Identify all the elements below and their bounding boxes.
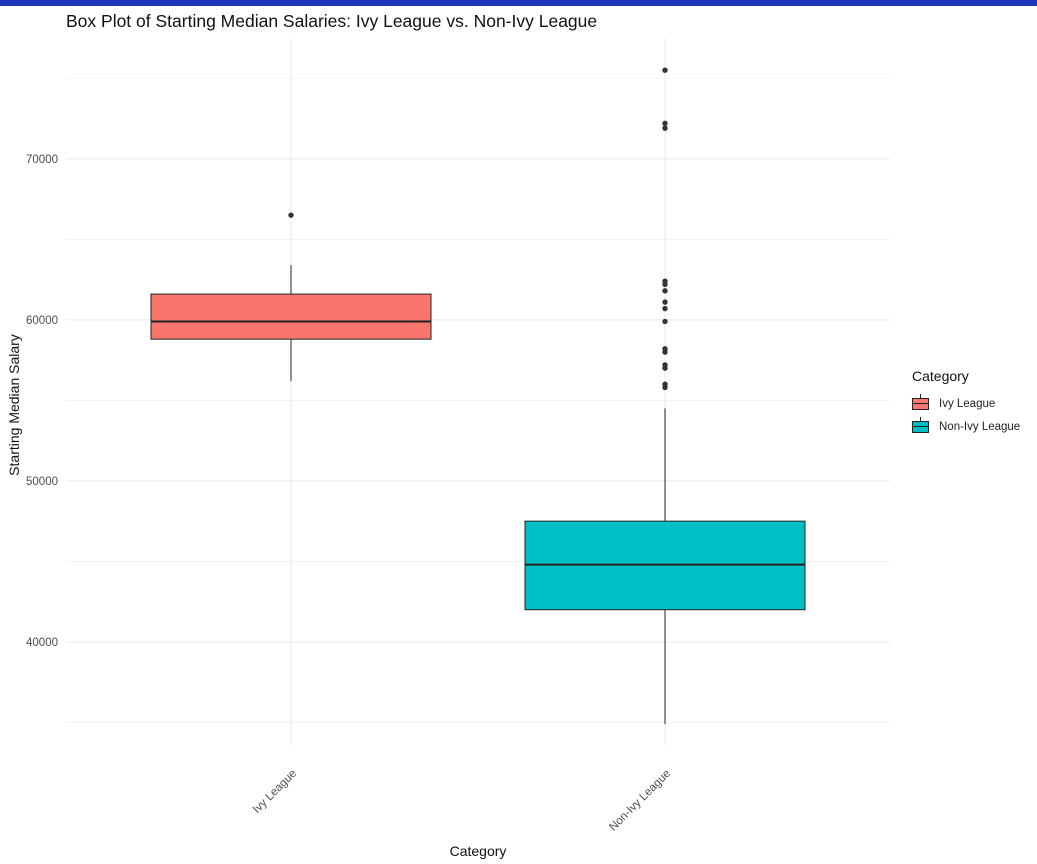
y-tick-label: 40000 <box>26 637 58 649</box>
chart-title: Box Plot of Starting Median Salaries: Iv… <box>66 11 598 31</box>
outlier-point <box>662 120 668 127</box>
outlier-point <box>662 288 668 294</box>
y-tick-label: 50000 <box>26 476 58 488</box>
legend-label-non-ivy-league: Non-Ivy League <box>939 420 1021 433</box>
outlier-point <box>662 299 668 305</box>
outlier-point <box>662 384 668 391</box>
outlier-point <box>662 349 668 355</box>
outlier-point <box>662 305 668 312</box>
legend: Category Ivy League Non-Ivy League <box>912 368 1020 438</box>
legend-label-ivy-league: Ivy League <box>939 397 996 410</box>
legend-title: Category <box>912 368 969 384</box>
box-iqr <box>150 293 432 340</box>
outlier-point <box>662 281 668 288</box>
legend-key-ivy-league <box>912 393 929 410</box>
legend-item-ivy-league: Ivy League <box>912 392 1020 415</box>
outlier-point <box>288 212 294 218</box>
legend-item-non-ivy-league: Non-Ivy League <box>912 415 1020 438</box>
y-tick-label: 70000 <box>26 154 58 166</box>
x-axis-label: Category <box>449 843 507 859</box>
x-tick-label: Ivy League <box>251 768 299 816</box>
x-tick-label: Non-Ivy League <box>607 768 673 834</box>
outlier-point <box>662 318 668 325</box>
outlier-point <box>662 67 668 73</box>
top-accent-bar <box>0 0 1037 6</box>
outlier-point <box>662 125 668 131</box>
legend-key-non-ivy-league <box>912 416 929 433</box>
y-tick-label: 60000 <box>26 315 58 327</box>
outlier-point <box>662 365 668 371</box>
